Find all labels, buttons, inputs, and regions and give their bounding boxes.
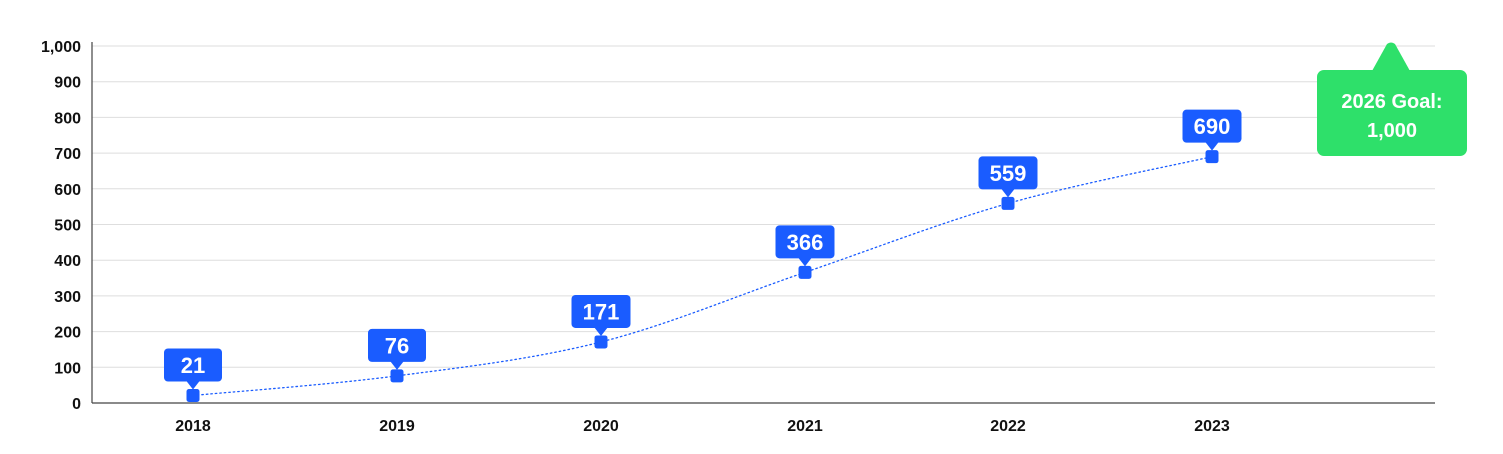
data-label: 559 [990, 161, 1027, 186]
axes [91, 42, 1435, 404]
data-point-marker [1205, 150, 1219, 164]
data-point-marker [594, 335, 608, 349]
data-label-callout: 21 [164, 348, 222, 390]
data-label: 690 [1194, 114, 1231, 139]
series-line [192, 156, 1213, 397]
data-point-marker [186, 389, 200, 403]
y-tick-label: 0 [72, 396, 81, 413]
x-axis-tick-labels: 2018 2019 2020 2021 2022 2023 [175, 418, 1230, 435]
series-line-path [192, 156, 1213, 397]
data-label-pointer [390, 360, 404, 370]
data-label-pointer [798, 257, 812, 267]
data-label-callout: 366 [775, 225, 835, 267]
data-point-marker [798, 265, 812, 279]
goal-pointer [1372, 42, 1410, 71]
data-label: 21 [181, 353, 205, 378]
y-tick-label: 200 [54, 325, 81, 342]
y-tick-label: 800 [54, 110, 81, 127]
data-label: 366 [787, 230, 824, 255]
data-labels: 21 76 171 366 559 690 [164, 109, 1242, 390]
data-label-callout: 559 [978, 156, 1038, 198]
goal-callout: 2026 Goal: 1,000 [1317, 42, 1467, 156]
y-tick-label: 100 [54, 360, 81, 377]
x-tick-label: 2018 [175, 418, 211, 435]
y-tick-label: 600 [54, 182, 81, 199]
gridlines [92, 45, 1435, 368]
data-label: 76 [385, 333, 409, 358]
data-label-callout: 171 [571, 294, 631, 336]
goal-label-line2: 1,000 [1367, 120, 1417, 142]
y-tick-label: 400 [54, 253, 81, 270]
data-label-box [978, 156, 1038, 190]
data-markers [186, 150, 1219, 403]
x-tick-label: 2023 [1194, 418, 1230, 435]
y-tick-label: 1,000 [41, 39, 81, 56]
data-label-box [775, 225, 835, 259]
data-point-marker [1001, 196, 1015, 210]
data-label-box [368, 328, 426, 362]
data-label-pointer [1001, 188, 1015, 198]
data-label-box [571, 294, 631, 328]
data-label-pointer [1205, 141, 1219, 151]
x-tick-label: 2019 [379, 418, 415, 435]
data-label-callout: 76 [368, 328, 426, 370]
y-axis-tick-labels: 0 100 200 300 400 500 600 700 800 900 1,000 [41, 39, 81, 413]
y-tick-label: 300 [54, 289, 81, 306]
data-label-pointer [186, 380, 200, 390]
x-tick-label: 2020 [583, 418, 619, 435]
x-tick-label: 2021 [787, 418, 823, 435]
x-tick-label: 2022 [990, 418, 1026, 435]
data-label-box [1182, 109, 1242, 143]
y-tick-label: 900 [54, 75, 81, 92]
data-point-marker [390, 369, 404, 383]
data-label-pointer [594, 326, 608, 336]
data-label-box [164, 348, 222, 382]
data-label: 171 [583, 299, 620, 324]
y-tick-label: 700 [54, 146, 81, 163]
goal-label-line1: 2026 Goal: [1341, 91, 1442, 113]
data-label-callout: 690 [1182, 109, 1242, 151]
y-tick-label: 500 [54, 218, 81, 235]
goal-box [1317, 70, 1467, 156]
